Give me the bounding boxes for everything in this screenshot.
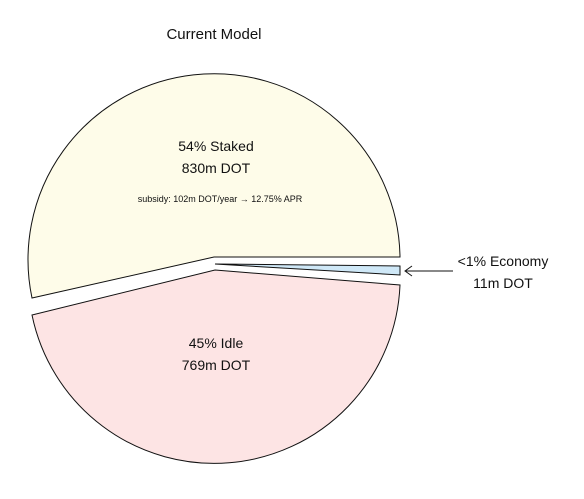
slice-idle bbox=[31, 269, 401, 464]
idle-label: 45% Idle bbox=[189, 335, 244, 351]
chart-title: Current Model bbox=[166, 26, 261, 43]
economy-label: <1% Economy bbox=[458, 253, 549, 269]
pie-slices bbox=[27, 73, 401, 464]
economy-value: 11m DOT bbox=[473, 275, 533, 291]
idle-value: 769m DOT bbox=[182, 357, 251, 373]
staked-label: 54% Staked bbox=[178, 138, 254, 154]
staked-value: 830m DOT bbox=[182, 160, 251, 176]
slice-economy bbox=[214, 263, 401, 276]
staked-note: subsidy: 102m DOT/year → 12.75% APR bbox=[138, 194, 303, 204]
economy-callout-arrow bbox=[404, 265, 453, 277]
slice-staked bbox=[27, 73, 401, 299]
